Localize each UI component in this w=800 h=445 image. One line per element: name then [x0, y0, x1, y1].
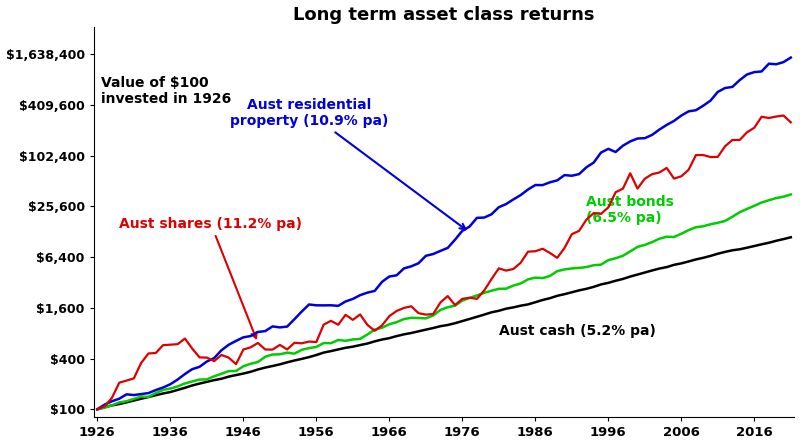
- Text: Aust residential
property (10.9% pa): Aust residential property (10.9% pa): [230, 98, 466, 229]
- Text: Aust bonds
(6.5% pa): Aust bonds (6.5% pa): [586, 195, 674, 225]
- Text: Aust cash (5.2% pa): Aust cash (5.2% pa): [499, 324, 656, 338]
- Text: Value of $100
invested in 1926: Value of $100 invested in 1926: [101, 76, 231, 106]
- Title: Long term asset class returns: Long term asset class returns: [294, 5, 595, 24]
- Text: Aust shares (11.2% pa): Aust shares (11.2% pa): [119, 217, 302, 338]
